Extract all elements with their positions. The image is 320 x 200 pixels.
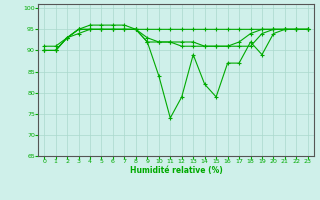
X-axis label: Humidité relative (%): Humidité relative (%) [130, 166, 222, 175]
